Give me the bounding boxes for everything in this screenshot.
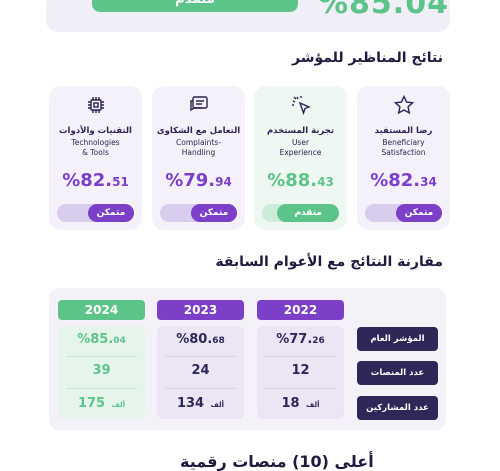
year-column-2024: %85.04 39 ألف 175 xyxy=(58,326,145,419)
perspectives-section-title: نتائج المناظير للمؤشر xyxy=(292,50,443,66)
comparison-section-title: مقارنة النتائج مع الأعوام السابقة xyxy=(215,254,443,270)
perspective-label-ar: تجربة المستخدم xyxy=(266,126,335,136)
year-header-2023: 2023 xyxy=(157,300,244,320)
cell-participants: ألف 175 xyxy=(77,396,126,411)
row-label-overall-index: المؤشر العام xyxy=(357,327,438,351)
perspective-label-en: Technologies & Tools xyxy=(71,138,120,157)
cell-participants: ألف 18 xyxy=(281,396,320,411)
chip-icon xyxy=(85,94,107,116)
perspective-card-satisfaction: رضا المستفيد Beneficiary Satisfaction %8… xyxy=(357,86,450,230)
perspective-label-en: Complaints- Handling xyxy=(176,138,221,157)
perspective-percent: %82.34 xyxy=(370,170,437,191)
year-header-2024: 2024 xyxy=(58,300,145,320)
overall-level-badge: متقدم xyxy=(92,0,298,12)
cell-platforms: 12 xyxy=(291,363,310,378)
level-badge: متمكن xyxy=(87,204,134,222)
divider xyxy=(165,356,236,357)
perspective-percent: %79.94 xyxy=(165,170,232,191)
level-badge: متمكن xyxy=(395,204,442,222)
divider xyxy=(66,388,137,389)
perspective-label-ar: التعامل مع الشكاوى xyxy=(156,126,241,136)
perspective-card-user-experience: تجربة المستخدم User Experience %88.43 مت… xyxy=(254,86,347,230)
year-column-2022: %77.26 12 ألف 18 xyxy=(257,326,344,419)
level-track: متمكن xyxy=(365,204,442,222)
perspective-card-technologies: التقنيات والأدوات Technologies & Tools %… xyxy=(49,86,142,230)
perspective-card-complaints: التعامل مع الشكاوى Complaints- Handling … xyxy=(152,86,245,230)
level-track: متقدم xyxy=(262,204,339,222)
cell-overall-index: %77.26 xyxy=(276,332,325,347)
chat-icon xyxy=(188,94,210,116)
level-badge: متمكن xyxy=(190,204,237,222)
divider xyxy=(66,356,137,357)
row-label-participants: عدد المشاركين xyxy=(357,396,438,420)
cell-overall-index: %85.04 xyxy=(77,332,126,347)
perspective-label-ar: التقنيات والأدوات xyxy=(59,126,132,136)
overall-percent: %85.04 xyxy=(318,0,449,21)
cell-platforms: 24 xyxy=(191,363,210,378)
level-badge: متقدم xyxy=(277,204,339,222)
cell-participants: ألف 134 xyxy=(176,396,225,411)
top-platforms-title: أعلى (10) منصات رقمية xyxy=(180,452,374,471)
divider xyxy=(165,388,236,389)
year-header-2022: 2022 xyxy=(257,300,344,320)
star-icon xyxy=(393,94,415,116)
perspective-label-en: Beneficiary Satisfaction xyxy=(381,138,426,157)
cell-overall-index: %80.68 xyxy=(176,332,225,347)
perspective-label-en: User Experience xyxy=(279,138,322,157)
cursor-click-icon xyxy=(290,94,312,116)
perspective-label-ar: رضا المستفيد xyxy=(374,126,433,136)
divider xyxy=(265,356,336,357)
perspective-percent: %88.43 xyxy=(267,170,334,191)
perspective-percent: %82.51 xyxy=(62,170,129,191)
level-track: متمكن xyxy=(160,204,237,222)
row-label-platforms: عدد المنصات xyxy=(357,361,438,385)
level-track: متمكن xyxy=(57,204,134,222)
year-column-2023: %80.68 24 ألف 134 xyxy=(157,326,244,419)
cell-platforms: 39 xyxy=(92,363,111,378)
divider xyxy=(265,388,336,389)
